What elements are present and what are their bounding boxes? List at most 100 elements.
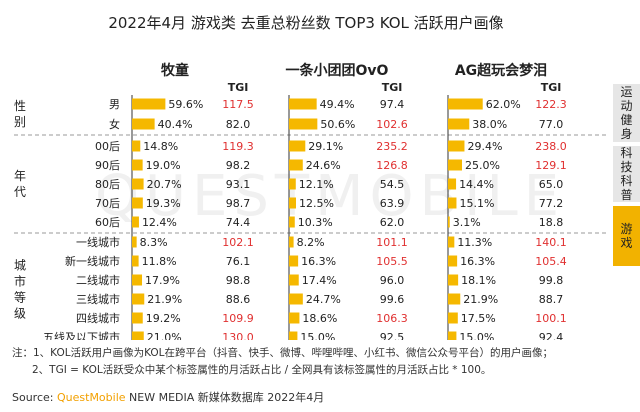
tgi-value: 101.1 [376,236,408,249]
share-bar [448,255,458,267]
side-tab-2[interactable]: 游戏 [613,206,640,266]
share-label: 21.9% [463,293,498,306]
share-bar [448,216,450,228]
share-label: 10.3% [298,216,333,229]
tgi-value: 97.4 [380,98,405,111]
tgi-value: 122.3 [535,98,567,111]
share-label: 15.0% [300,331,335,340]
row-label: 三线城市 [76,292,120,306]
tgi-value: 106.3 [376,312,408,325]
share-label: 49.4% [320,98,355,111]
share-bar [132,255,139,267]
share-label: 15.1% [459,197,494,210]
share-label: 19.0% [146,159,181,172]
row-label: 60后 [95,216,120,229]
share-bar [132,197,143,209]
share-bar [132,140,141,152]
side-tab-1[interactable]: 科技科普 [613,146,640,202]
share-bar [289,236,294,248]
tgi-value: 76.1 [226,255,251,268]
share-label: 17.4% [302,274,337,287]
share-label: 29.4% [467,140,502,153]
share-label: 14.4% [459,178,494,191]
row-label: 新一线城市 [65,254,120,268]
share-bar [289,255,299,267]
tgi-value: 109.9 [222,312,254,325]
share-bar [132,118,155,130]
share-bar [289,159,303,171]
tgi-value: 88.7 [539,293,564,306]
share-bar [132,159,143,171]
share-bar [448,274,459,286]
note-line-1: 注：1、KOL活跃用户画像为KOL在跨平台（抖音、快手、微博、哔哩哔哩、小红书、… [12,347,554,359]
tgi-value: 77.0 [539,118,564,131]
note-line-2: 2、TGI = KOL活跃受众中某个标签属性的月活跃占比 / 全网具有该标签属性… [32,364,492,376]
tgi-value: 82.0 [226,118,251,131]
share-label: 8.3% [140,236,168,249]
brand-name: QuestMobile [57,391,126,404]
tgi-value: 98.8 [226,274,251,287]
tgi-header: TGI [228,81,249,94]
tgi-value: 92.4 [539,331,564,340]
share-label: 15.0% [459,331,494,340]
row-label: 二线城市 [76,273,120,287]
share-bar [289,312,300,324]
tgi-value: 126.8 [376,159,408,172]
share-label: 12.4% [142,216,177,229]
tgi-value: 105.5 [376,255,408,268]
share-bar [289,140,306,152]
tgi-value: 105.4 [535,255,567,268]
tgi-value: 74.4 [226,216,251,229]
share-label: 14.8% [143,140,178,153]
row-label: 90后 [95,159,120,172]
row-label: 男 [109,98,120,111]
share-bar [132,178,144,190]
share-label: 62.0% [486,98,521,111]
group-label-char: 等 [14,291,26,305]
tgi-value: 130.0 [222,331,254,340]
source-rest: NEW MEDIA 新媒体数据库 2022年4月 [129,391,325,404]
tgi-value: 102.1 [222,236,254,249]
share-label: 11.8% [142,255,177,268]
row-label: 四线城市 [76,311,120,325]
group-label-char: 年 [14,169,26,183]
tgi-value: 98.2 [226,159,251,172]
share-bar [289,216,295,228]
tgi-value: 88.6 [226,293,251,306]
share-bar [289,274,299,286]
share-label: 18.6% [302,312,337,325]
tgi-value: 119.3 [222,140,254,153]
group-label-char: 性 [14,99,26,113]
share-bar [448,98,483,110]
side-tab-char: 戏 [620,236,633,250]
page-title: 2022年4月 游戏类 去重总粉丝数 TOP3 KOL 活跃用户画像 [108,14,504,32]
share-bar [289,197,296,209]
tgi-value: 238.0 [535,140,567,153]
side-tab-char: 身 [620,127,633,141]
share-label: 12.1% [299,178,334,191]
side-tab-0[interactable]: 运动健身 [613,84,640,142]
tgi-value: 65.0 [539,178,564,191]
share-label: 50.6% [320,118,355,131]
share-bar [132,216,139,228]
share-bar [132,98,166,110]
row-label: 80后 [95,178,120,191]
share-label: 59.6% [168,98,203,111]
side-tab-char: 游 [620,222,633,236]
side-tab-char: 运 [620,85,633,99]
share-label: 11.3% [457,236,492,249]
tgi-value: 140.1 [535,236,567,249]
tgi-value: 102.6 [376,118,408,131]
share-bar [448,293,461,305]
series-header: 一条小团团OvO [286,62,389,79]
source-line: Source: QuestMobile NEW MEDIA 新媒体数据库 202… [12,389,324,405]
footnotes: 注：1、KOL活跃用户画像为KOL在跨平台（抖音、快手、微博、哔哩哔哩、小红书、… [12,345,553,379]
tgi-value: 93.1 [226,178,251,191]
share-bar [289,98,317,110]
row-label: 女 [109,117,120,131]
share-bar [132,312,143,324]
share-label: 24.7% [306,293,341,306]
share-bar [132,331,144,340]
series-header: 牧童 [161,62,189,79]
